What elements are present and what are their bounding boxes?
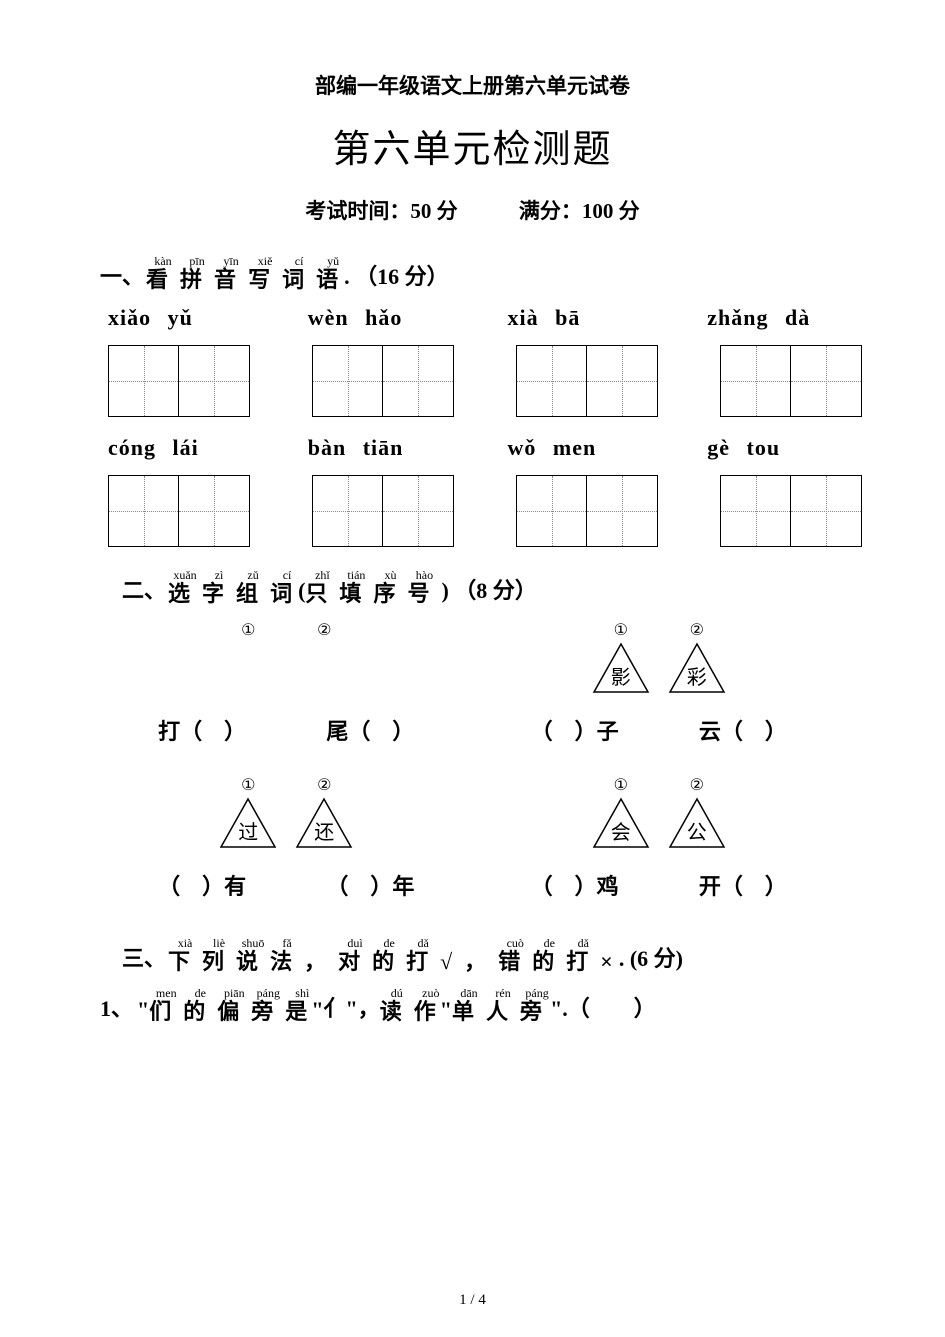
triangle-shape: 影 xyxy=(592,642,650,694)
triangle-shape: 彩 xyxy=(668,642,726,694)
q3-quote: " xyxy=(311,997,323,1023)
tianzige-box xyxy=(108,345,250,417)
doc-title: 第六单元检测题 xyxy=(100,118,845,173)
pinyin-item: gè tou xyxy=(707,435,845,461)
tianzige-box xyxy=(312,345,454,417)
triangle-number: ① xyxy=(592,620,650,640)
q3-comma: "， xyxy=(346,991,380,1023)
pinyin-item: bàn tiān xyxy=(308,435,446,461)
q3-ruby-d: dān单rén人páng旁 xyxy=(452,987,554,1023)
pinyin-item: wèn hǎo xyxy=(308,305,446,331)
fill-blank: （ ）有 xyxy=(158,869,246,901)
fill-blank: 打（ ） xyxy=(158,714,246,746)
pinyin-row-2: cóng lái bàn tiān wǒ men gè tou xyxy=(100,435,845,461)
tianzige-box xyxy=(516,475,658,547)
triangle-number: ② xyxy=(668,620,726,640)
q3-ruby-c: dú读zuò作 xyxy=(380,987,448,1023)
triangle-number: ② xyxy=(668,775,726,795)
triangle-item: ①影 xyxy=(592,620,650,694)
q3-line1-end: ".（ ） xyxy=(550,991,656,1023)
q3-quote: " xyxy=(440,997,452,1023)
fill-blank: 云（ ） xyxy=(699,714,787,746)
section2-heading: 二、 xuǎn选zì字zǔ组cí词 (zhǐ只tián填xù序hào号) （8 … xyxy=(122,569,845,605)
triangle-item: ②彩 xyxy=(668,620,726,694)
tianzige-box xyxy=(516,345,658,417)
section1-heading: 一、 kàn看pīn拼yīn音xiě写cí词yǔ语 . （16 分） xyxy=(100,255,845,291)
box-row-2 xyxy=(100,475,845,547)
section3-ruby: xià下liè列shuō说fǎ法，duì对de的dǎ打√，cuò错de的dǎ打× xyxy=(168,937,625,973)
q2-grid: ①②打（ ）尾（ ）①影②彩（ ）子云（ ）①过②还（ ）有（ ）年①会②公（ … xyxy=(100,619,845,929)
section3-number: 三、 xyxy=(122,941,166,973)
q2-group: ①会②公（ ）鸡开（ ） xyxy=(473,774,846,901)
triangle-char: 过 xyxy=(219,816,277,845)
fill-blank: （ ）年 xyxy=(326,869,414,901)
fill-blank: （ ）子 xyxy=(531,714,619,746)
tianzige-box xyxy=(108,475,250,547)
pinyin-item: zhǎng dà xyxy=(707,305,845,331)
pinyin-row-1: xiǎo yǔ wèn hǎo xià bā zhǎng dà xyxy=(100,305,845,331)
q2-group: ①② 打（ ） 尾（ ） xyxy=(100,619,473,746)
q3-ruby-a: men们de的piān偏páng旁shì是 xyxy=(149,987,319,1023)
pinyin-item: xià bā xyxy=(508,305,646,331)
triangle-char: 彩 xyxy=(668,661,726,690)
q3-line1-num: 1、 xyxy=(100,991,133,1023)
doc-subtitle: 部编一年级语文上册第六单元试卷 xyxy=(100,70,845,100)
triangle-item: ①会 xyxy=(592,775,650,849)
exam-info: 考试时间：50 分 满分：100 分 xyxy=(100,195,845,225)
pinyin-item: wǒ men xyxy=(508,435,646,461)
triangle-shape: 还 xyxy=(295,797,353,849)
triangle-shape: 过 xyxy=(219,797,277,849)
fill-blank: （ ）鸡 xyxy=(531,869,619,901)
section2-ruby: xuǎn选zì字zǔ组cí词 xyxy=(168,569,304,605)
section1-number: 一、 xyxy=(100,259,144,291)
section1-suffix: . （16 分） xyxy=(344,259,449,291)
triangle-number: ① xyxy=(219,775,277,795)
q2-group: ①影②彩（ ）子云（ ） xyxy=(473,619,846,746)
section1-ruby: kàn看pīn拼yīn音xiě写cí词yǔ语 xyxy=(146,255,350,291)
triangle-char: 影 xyxy=(592,661,650,690)
tianzige-box xyxy=(720,475,862,547)
section3-heading: 三、 xià下liè列shuō说fǎ法，duì对de的dǎ打√，cuò错de的d… xyxy=(122,937,845,973)
box-row-1 xyxy=(100,345,845,417)
triangle-shape: 会 xyxy=(592,797,650,849)
triangle-char: 公 xyxy=(668,816,726,845)
triangle-char: 还 xyxy=(295,816,353,845)
pinyin-item: cóng lái xyxy=(108,435,246,461)
fill-blank: 尾（ ） xyxy=(326,714,414,746)
tianzige-box xyxy=(312,475,454,547)
triangle-item: ②还 xyxy=(295,775,353,849)
exam-time: 考试时间：50 分 xyxy=(305,199,457,223)
triangle-item: ①过 xyxy=(219,775,277,849)
pinyin-item: xiǎo yǔ xyxy=(108,305,246,331)
triangle-number: ② xyxy=(295,775,353,795)
q3-quote: " xyxy=(137,997,149,1023)
fill-blank: 开（ ） xyxy=(699,869,787,901)
triangle-number: ② xyxy=(295,620,353,640)
triangle-char: 会 xyxy=(592,816,650,845)
q3-char-yi: 亻 xyxy=(324,991,346,1023)
triangle-item: ②公 xyxy=(668,775,726,849)
q2-group: ①过②还（ ）有（ ）年 xyxy=(100,774,473,901)
q3-line-1: 1、 " men们de的piān偏páng旁shì是 " 亻 "， dú读zuò… xyxy=(100,987,845,1023)
tianzige-box xyxy=(720,345,862,417)
triangle-number: ① xyxy=(219,620,277,640)
triangle-item: ② xyxy=(295,620,353,694)
triangle-item: ① xyxy=(219,620,277,694)
section3-suffix: . (6 分) xyxy=(619,941,683,973)
section2-suffix: (zhǐ只tián填xù序hào号) （8 分） xyxy=(298,569,537,605)
section2-number: 二、 xyxy=(122,573,166,605)
full-score: 满分：100 分 xyxy=(519,199,640,223)
triangle-number: ① xyxy=(592,775,650,795)
page-number: 1 / 4 xyxy=(0,1292,945,1309)
triangle-shape: 公 xyxy=(668,797,726,849)
